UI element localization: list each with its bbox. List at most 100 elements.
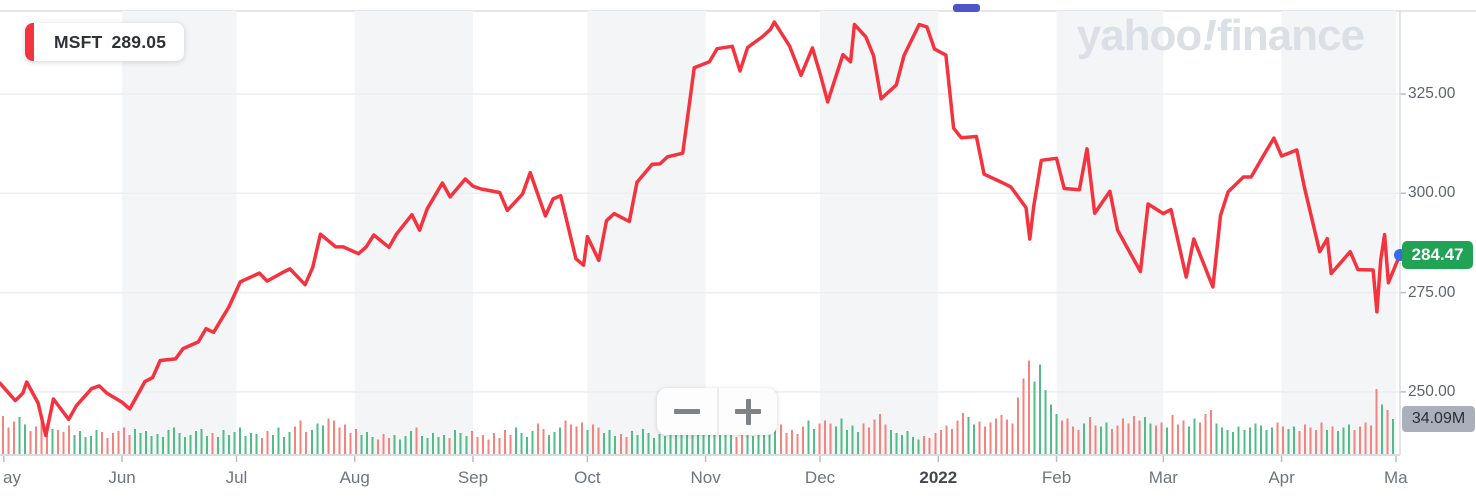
volume-bar	[1177, 424, 1180, 455]
zoom-out-button[interactable]	[657, 388, 717, 435]
volume-bar	[823, 420, 826, 455]
volume-bar	[272, 435, 275, 455]
volume-bar	[901, 435, 904, 455]
volume-bar	[1193, 418, 1196, 455]
volume-bar	[581, 422, 584, 455]
volume-bar	[376, 439, 379, 455]
volume-bar	[1055, 414, 1058, 455]
volume-bar	[1199, 422, 1202, 455]
volume-bar	[101, 431, 104, 455]
volume-bar	[404, 436, 407, 455]
volume-bar	[1188, 426, 1191, 455]
x-axis-label: Mar	[1148, 468, 1178, 487]
volume-bar	[967, 417, 970, 455]
volume-bar	[1331, 426, 1334, 455]
volume-bar	[1160, 422, 1163, 455]
volume-bar	[332, 420, 335, 455]
x-axis-label: Jun	[108, 468, 136, 487]
volume-bar	[1210, 409, 1213, 455]
volume-bar	[619, 434, 622, 455]
volume-bar	[95, 429, 98, 455]
volume-bar	[801, 426, 804, 455]
volume-bar	[1099, 426, 1102, 455]
volume-bar	[1309, 427, 1312, 455]
volume-bar	[597, 427, 600, 455]
volume-bar	[250, 432, 253, 455]
volume-bar	[994, 418, 997, 455]
volume-bar	[834, 426, 837, 455]
volume-bar	[12, 421, 15, 455]
volume-bar	[890, 429, 893, 455]
volume-bar	[112, 432, 115, 455]
volume-bar	[912, 437, 915, 455]
volume-bar	[360, 435, 363, 455]
volume-bar	[239, 427, 242, 455]
volume-bar	[1287, 428, 1290, 455]
range-navigator-track[interactable]	[0, 10, 1476, 12]
volume-bar	[1005, 419, 1008, 455]
volume-bar	[614, 436, 617, 455]
month-stripe	[122, 11, 237, 455]
zoom-in-button[interactable]	[717, 388, 777, 435]
volume-bar	[470, 430, 473, 455]
volume-bar	[1143, 417, 1146, 455]
volume-bar	[255, 434, 258, 455]
volume-bar	[1270, 427, 1273, 455]
volume-bar	[658, 434, 661, 455]
volume-bar	[1276, 422, 1279, 455]
volume-bar	[812, 428, 815, 455]
volume-bar	[40, 417, 43, 455]
y-axis-label: 250.00	[1408, 382, 1456, 400]
volume-bar	[448, 438, 451, 455]
volume-bar	[106, 438, 109, 455]
y-axis-label: 275.00	[1408, 283, 1456, 301]
range-navigator-thumb[interactable]	[953, 4, 980, 12]
volume-bar	[1281, 426, 1284, 455]
volume-bar	[652, 438, 655, 455]
volume-bar	[785, 432, 788, 455]
volume-bar	[310, 429, 313, 455]
volume-bar	[845, 429, 848, 455]
volume-bar	[150, 436, 153, 455]
volume-bar	[1237, 426, 1240, 455]
legend-symbol: MSFT	[54, 31, 103, 52]
month-stripe	[354, 11, 473, 455]
volume-bar	[117, 430, 120, 455]
volume-bar	[266, 430, 269, 455]
y-axis-label: 325.00	[1408, 85, 1456, 102]
volume-bar	[1259, 425, 1262, 455]
volume-bar	[172, 427, 175, 455]
volume-bar	[18, 417, 21, 455]
volume-bar	[277, 427, 280, 455]
volume-bar	[807, 420, 810, 455]
volume-bar	[647, 432, 650, 455]
volume-bar	[592, 424, 595, 455]
volume-bar	[923, 436, 926, 455]
volume-bar	[216, 437, 219, 455]
volume-bar	[1022, 378, 1025, 455]
volume-bar	[343, 424, 346, 455]
volume-bar	[1204, 414, 1207, 455]
volume-bar	[365, 431, 368, 455]
volume-bar	[167, 429, 170, 455]
volume-bar	[354, 428, 357, 455]
volume-bar	[779, 424, 782, 455]
volume-bar	[1116, 425, 1119, 455]
month-stripe	[587, 11, 706, 455]
volume-bar	[476, 437, 479, 455]
volume-bar	[79, 430, 82, 455]
volume-bar	[432, 432, 435, 455]
price-line	[0, 20, 1402, 438]
x-axis-label: Apr	[1268, 468, 1295, 487]
volume-bar	[178, 432, 181, 455]
volume-bar	[559, 427, 562, 455]
volume-bar	[1348, 424, 1351, 455]
volume-bar	[189, 435, 192, 455]
volume-bar	[34, 426, 37, 455]
volume-bar	[349, 432, 352, 455]
volume-bar	[663, 436, 666, 455]
month-stripe	[1281, 11, 1396, 455]
volume-bar	[1149, 423, 1152, 455]
volume-bar	[1166, 427, 1169, 455]
